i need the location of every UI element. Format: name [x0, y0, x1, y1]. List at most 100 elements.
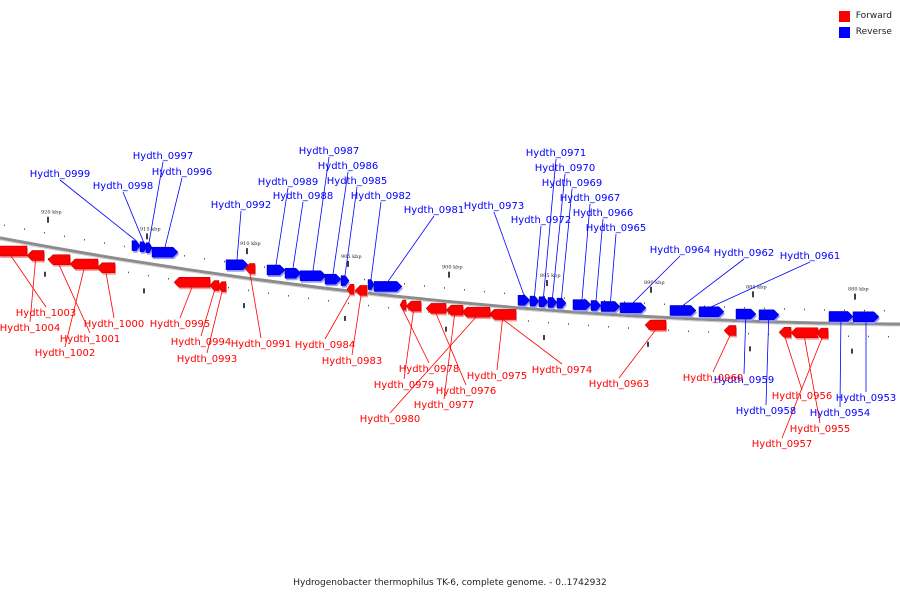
- gene-arrow-hydth-0991[interactable]: [244, 263, 256, 274]
- gene-label[interactable]: Hydth_0971: [526, 148, 587, 159]
- gene-arrow-hydth-1001[interactable]: [47, 254, 71, 265]
- gene-label[interactable]: Hydth_0963: [589, 379, 650, 390]
- gene-arrow-hydth-0967[interactable]: [572, 299, 592, 310]
- gene-label[interactable]: Hydth_0989: [258, 177, 319, 188]
- gene-label[interactable]: Hydth_0980: [360, 414, 421, 425]
- gene-label[interactable]: Hydth_0982: [351, 191, 412, 202]
- gene-label[interactable]: Hydth_0991: [231, 339, 292, 350]
- gene-label[interactable]: Hydth_0958: [736, 406, 797, 417]
- gene-label[interactable]: Hydth_0969: [542, 178, 603, 189]
- gene-arrow-hydth-0974[interactable]: [489, 309, 517, 320]
- gene-arrow-hydth-0961[interactable]: [698, 306, 725, 317]
- gene-arrow-hydth-0988[interactable]: [284, 267, 302, 279]
- gene-arrow-hydth-0992[interactable]: [225, 259, 249, 270]
- gene-label[interactable]: Hydth_0954: [810, 408, 871, 419]
- gene-label[interactable]: Hydth_0976: [436, 386, 497, 397]
- gene-label[interactable]: Hydth_0953: [836, 393, 897, 404]
- gene-arrow-hydth-0980[interactable]: [461, 306, 491, 318]
- gene-arrow-hydth-0956[interactable]: [778, 327, 792, 338]
- gene-arrow-hydth-0972[interactable]: [529, 295, 540, 307]
- gene-leader-line: [164, 177, 183, 248]
- gene-arrow-hydth-0981[interactable]: [373, 281, 403, 292]
- gene-label[interactable]: Hydth_0957: [752, 439, 813, 450]
- gene-label[interactable]: Hydth_0993: [177, 354, 238, 365]
- gene-arrow-hydth-1000[interactable]: [96, 262, 116, 273]
- gene-arrow-hydth-0986[interactable]: [324, 273, 342, 285]
- gene-arrow-hydth-0969[interactable]: [556, 297, 567, 309]
- gene-arrow-hydth-0996[interactable]: [151, 246, 179, 258]
- gene-label[interactable]: Hydth_0999: [30, 169, 91, 180]
- gene-arrow-hydth-1002[interactable]: [69, 258, 99, 270]
- gene-leader-line: [29, 260, 36, 323]
- gene-label[interactable]: Hydth_1002: [35, 348, 96, 359]
- gene-arrow-hydth-0964[interactable]: [619, 302, 647, 314]
- gene-arrow-hydth-0979[interactable]: [405, 300, 422, 312]
- gene-arrow-hydth-0971[interactable]: [538, 296, 549, 308]
- gene-arrow-hydth-0997[interactable]: [145, 242, 153, 253]
- gene-arrow-hydth-0976[interactable]: [425, 303, 447, 314]
- gene-label[interactable]: Hydth_0964: [650, 245, 711, 256]
- gene-arrow-hydth-0984[interactable]: [346, 283, 355, 295]
- gene-arrow-hydth-0987[interactable]: [299, 270, 327, 281]
- gene-label[interactable]: Hydth_0994: [171, 337, 232, 348]
- gene-label[interactable]: Hydth_0966: [573, 208, 634, 219]
- gene-arrow-hydth-0978[interactable]: [399, 299, 407, 311]
- gene-label[interactable]: Hydth_0975: [467, 371, 528, 382]
- gene-leader-line: [249, 273, 262, 339]
- gene-label[interactable]: Hydth_0955: [790, 424, 851, 435]
- gene-label[interactable]: Hydth_0977: [414, 400, 475, 411]
- gene-label[interactable]: Hydth_0973: [464, 201, 525, 212]
- gene-leader-line: [743, 309, 747, 375]
- gene-label[interactable]: Hydth_1000: [84, 319, 145, 330]
- gene-label[interactable]: Hydth_0981: [404, 205, 465, 216]
- gene-arrow-hydth-0960[interactable]: [723, 325, 737, 336]
- gene-label[interactable]: Hydth_0967: [560, 193, 621, 204]
- minor-tick: [248, 289, 249, 292]
- gene-label[interactable]: Hydth_0961: [780, 251, 841, 262]
- gene-label[interactable]: Hydth_0970: [535, 163, 596, 174]
- gene-label[interactable]: Hydth_0995: [150, 319, 211, 330]
- minor-tick: [268, 292, 269, 294]
- gene-label[interactable]: Hydth_0960: [683, 373, 744, 384]
- gene-arrow-hydth-0994[interactable]: [209, 280, 220, 291]
- gene-label[interactable]: Hydth_0984: [295, 340, 356, 351]
- gene-label[interactable]: Hydth_0997: [133, 151, 194, 162]
- gene-arrow-hydth-0957[interactable]: [815, 327, 829, 339]
- gene-label[interactable]: Hydth_0978: [399, 364, 460, 375]
- gene-label[interactable]: Hydth_0998: [93, 181, 154, 192]
- gene-arrow-hydth-0970[interactable]: [547, 297, 558, 308]
- minor-tick: [588, 324, 589, 327]
- gene-arrow-hydth-1004[interactable]: [26, 250, 45, 261]
- gene-label[interactable]: Hydth_0965: [586, 223, 647, 234]
- gene-label[interactable]: Hydth_0983: [322, 356, 383, 367]
- gene-label[interactable]: Hydth_0986: [318, 161, 379, 172]
- gene-arrow-hydth-0965[interactable]: [600, 301, 621, 312]
- gene-label[interactable]: Hydth_0959: [714, 375, 775, 386]
- gene-label[interactable]: Hydth_0972: [511, 215, 572, 226]
- gene-label[interactable]: Hydth_1003: [16, 308, 77, 319]
- minor-tick: [504, 292, 505, 295]
- gene-arrow-hydth-0993[interactable]: [217, 281, 227, 292]
- gene-leader-line: [839, 311, 842, 408]
- gene-label[interactable]: Hydth_0985: [327, 176, 388, 187]
- gene-arrow-hydth-0966[interactable]: [590, 300, 602, 311]
- gene-arrow-hydth-0963[interactable]: [644, 319, 667, 331]
- gene-arrow-hydth-0962[interactable]: [669, 305, 697, 316]
- gene-label[interactable]: Hydth_0987: [299, 146, 360, 157]
- gene-arrow-hydth-0985[interactable]: [340, 275, 350, 286]
- gene-label[interactable]: Hydth_0974: [532, 365, 593, 376]
- gene-label[interactable]: Hydth_1001: [60, 334, 121, 345]
- gene-label[interactable]: Hydth_0979: [374, 380, 435, 391]
- gene-arrow-hydth-0995[interactable]: [173, 277, 211, 288]
- gene-label[interactable]: Hydth_0956: [772, 391, 833, 402]
- gene-label[interactable]: Hydth_1004: [0, 323, 60, 334]
- gene-label[interactable]: Hydth_0996: [152, 167, 213, 178]
- gene-arrow-hydth-0977[interactable]: [445, 304, 464, 316]
- gene-label[interactable]: Hydth_0988: [273, 191, 334, 202]
- gene-arrow-hydth-0983[interactable]: [354, 285, 368, 296]
- gene-arrow-hydth-0989[interactable]: [266, 264, 286, 276]
- gene-label[interactable]: Hydth_0962: [714, 248, 775, 259]
- gene-arrow-hydth-0955[interactable]: [790, 327, 819, 338]
- gene-arrow-hydth-1003[interactable]: [0, 245, 28, 257]
- gene-label[interactable]: Hydth_0992: [211, 200, 272, 211]
